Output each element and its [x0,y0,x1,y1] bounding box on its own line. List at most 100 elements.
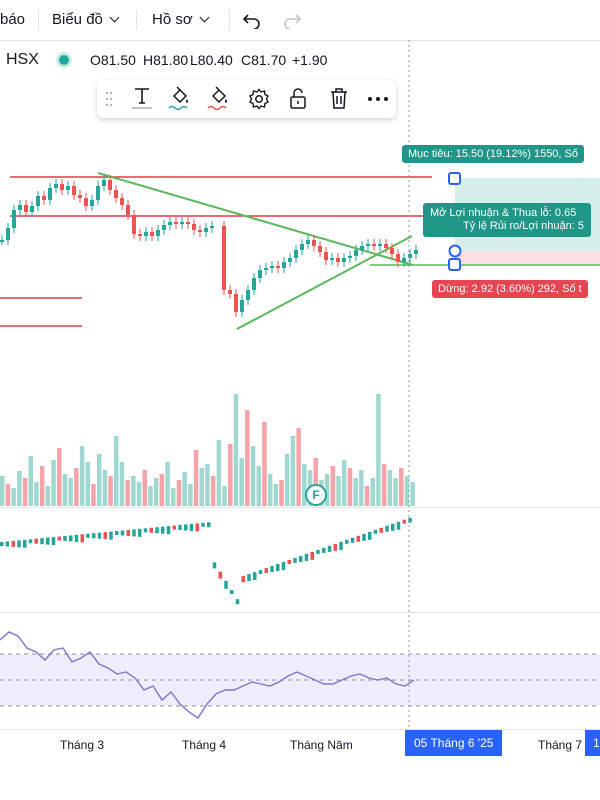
market-status-dot [59,55,69,65]
trend-line [97,172,414,266]
stop-handle[interactable] [448,258,461,271]
indicator-candle [178,525,182,531]
candle-body [396,254,400,262]
volume-bar [153,478,159,506]
candle-body [360,246,364,250]
candle-body [366,244,370,246]
undo-icon[interactable] [242,11,262,29]
text-icon[interactable] [131,86,153,110]
drag-handle-icon[interactable] [105,91,113,107]
event-marker[interactable]: F [305,484,327,506]
redo-icon[interactable] [282,11,302,29]
volume-bar [324,474,330,506]
pane-separator[interactable] [0,612,600,613]
line-color-icon[interactable] [207,85,231,111]
entry-handle[interactable] [448,244,462,258]
candle-body [36,196,40,206]
volume-bar [85,462,90,506]
candle-body [192,224,196,230]
volume-bar [11,488,16,506]
candle-body [414,250,418,254]
volume-bar [96,454,102,506]
indicator-candle [17,540,21,548]
candle-body [330,258,334,260]
candle-body [198,230,202,232]
low-value: L80.40 [190,52,233,68]
volume-bar [131,476,136,506]
target-handle[interactable] [448,172,461,185]
indicator-candle [86,533,90,538]
volume-bar [267,474,273,506]
candle-body [384,244,388,248]
indicator-candle [195,523,199,532]
range-end-badge: 17 [585,730,600,756]
volume-bar [336,476,341,506]
volume-bar [399,468,404,506]
candle-body [30,206,34,212]
indicator-candle [379,527,383,533]
crosshair-date-badge: 05 Tháng 6 '25 [405,730,503,756]
indicator-candle [11,540,15,547]
rsi-line [0,631,415,719]
candle-body [132,215,136,234]
volume-bar [273,484,279,506]
profile-menu-label: Hồ sơ [152,11,193,28]
chart-menu-button[interactable]: Biểu đồ [52,0,120,40]
volume-bar [370,478,375,506]
indicator-candle [28,539,33,544]
indicator-candle [155,527,159,534]
indicator-candle [69,535,73,542]
indicator-candle [345,539,349,544]
indicator-candle [138,528,142,537]
volume-bar [205,464,210,506]
fill-color-icon[interactable] [168,85,192,111]
candle-body [108,180,112,190]
candle-body [156,230,160,236]
indicator-candle [161,526,165,534]
candle-body [60,184,64,190]
toolbar-partial-item[interactable]: báo [0,11,26,28]
volume-bar [296,428,301,506]
indicator-candle [235,599,240,605]
volume-bar [228,444,233,506]
candle-body [138,234,142,236]
candle-body [84,198,88,206]
indicator-candle [316,549,320,554]
candle-body [12,210,16,228]
candle-body [204,228,208,232]
candle-body [312,240,316,246]
candle-body [324,252,328,260]
indicator-candle [230,590,234,594]
open-value: O81.50 [90,52,136,68]
volume-bar [51,460,56,506]
price-chart[interactable] [0,0,600,730]
volume-series [0,394,415,506]
indicator-candle [408,517,412,523]
volume-bar [142,470,147,506]
trend-line [236,235,413,330]
volume-bar [256,466,261,506]
indicator-candle [247,574,251,582]
volume-bar [165,462,170,506]
ratio-text: Tỷ lệ Rủi ro/Lợi nhuận: 5 [463,220,584,232]
indicator-candle [184,524,188,531]
candle-body [210,226,214,228]
unlock-icon[interactable] [288,87,308,111]
volume-bar [68,478,73,506]
settings-icon[interactable] [248,88,270,110]
volume-bar [22,478,28,506]
time-axis[interactable]: Tháng 3 Tháng 4 Tháng Năm Tháng 7 [0,729,600,760]
pane-separator[interactable] [0,507,600,508]
candle-body [306,240,310,244]
profile-menu-button[interactable]: Hồ sơ [152,0,210,40]
indicator-candle [132,529,136,537]
volume-bar [148,486,153,506]
volume-bar [119,462,125,506]
indicator-candle [333,543,337,551]
indicator-candle [362,533,366,541]
indicator-candle [391,523,395,531]
indicator-candle [23,539,27,548]
trash-icon[interactable] [329,87,349,111]
volume-bar [359,470,364,506]
more-icon[interactable] [367,96,389,102]
